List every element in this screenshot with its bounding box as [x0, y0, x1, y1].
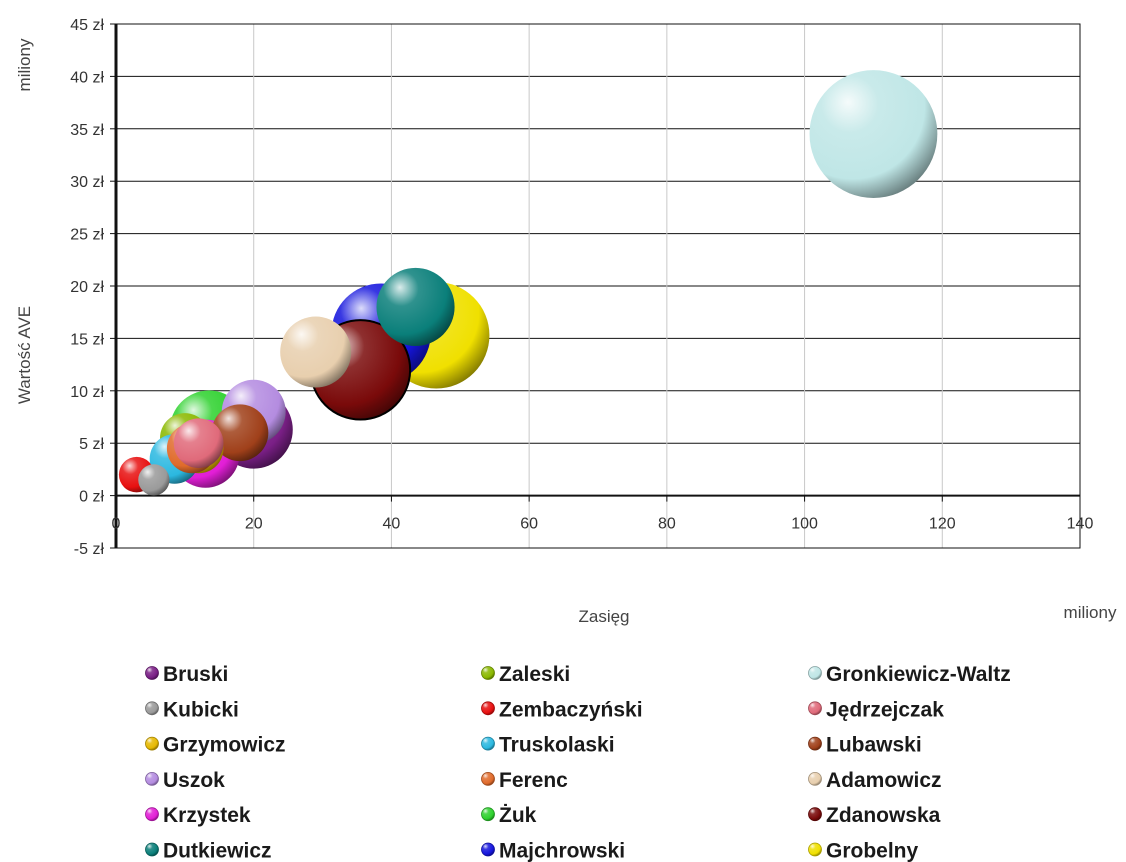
legend: Bruski Kubicki Grzymowicz Uszok Krzystek Dutk…: [145, 663, 1011, 862]
y-tick-label: 15 zł: [70, 331, 104, 348]
legend-label: Grobelny: [826, 840, 919, 862]
legend-label: Zdanowska: [826, 804, 941, 827]
bubble-dutkiewicz: [376, 267, 455, 347]
bubble-lubawski: [211, 404, 269, 462]
legend-marker: [145, 807, 159, 822]
legend-marker: [481, 772, 495, 786]
legend-label: Ferenc: [499, 769, 568, 792]
bubble-j-drzejczak: [173, 418, 224, 469]
legend-marker: [145, 772, 159, 786]
y-axis-title: Wartość AVE: [15, 306, 34, 404]
y-tick-label: 30 zł: [70, 174, 104, 191]
legend-label: Grzymowicz: [163, 734, 286, 757]
y-tick-label: 20 zł: [70, 279, 104, 296]
x-tick-label: 140: [1067, 516, 1094, 533]
legend-marker: [808, 666, 822, 680]
legend-marker: [481, 736, 495, 751]
legend-label: Uszok: [163, 769, 225, 792]
x-axis-title: Zasięg: [578, 607, 629, 626]
legend-marker: [481, 807, 495, 822]
legend-marker: [481, 701, 495, 716]
legend-label: Dutkiewicz: [163, 840, 272, 862]
y-tick-label: -5 zł: [74, 541, 105, 558]
y-tick-label: 10 zł: [70, 384, 104, 401]
x-axis-unit: miliony: [1064, 603, 1117, 622]
legend-marker: [808, 842, 822, 857]
y-tick-label: 0 zł: [79, 489, 104, 506]
legend-label: Adamowicz: [826, 769, 942, 792]
legend-label: Zaleski: [499, 663, 570, 686]
y-tick-label: 25 zł: [70, 227, 104, 244]
bubble-kubicki: [138, 464, 170, 496]
legend-marker: [145, 666, 159, 680]
legend-label: Kubicki: [163, 698, 239, 721]
y-tick-label: 40 zł: [70, 69, 104, 86]
x-tick-label: 20: [245, 516, 263, 533]
axes: [110, 23, 1081, 549]
legend-marker: [808, 772, 822, 786]
x-tick-label: 60: [520, 516, 538, 533]
bubble-gronkiewicz-waltz: [809, 70, 938, 198]
gridlines: [116, 23, 1080, 549]
legend-label: Lubawski: [826, 734, 922, 757]
legend-label: Zembaczyński: [499, 698, 643, 721]
legend-marker: [481, 666, 495, 680]
x-tick-label: 80: [658, 516, 676, 533]
bubble-adamowicz: [280, 316, 352, 388]
legend-marker: [481, 842, 495, 857]
y-axis-unit: miliony: [15, 38, 34, 91]
legend-label: Gronkiewicz-Waltz: [826, 663, 1011, 686]
x-tick-label: 120: [929, 516, 956, 533]
legend-label: Truskolaski: [499, 734, 615, 757]
y-tick-label: 45 zł: [70, 17, 104, 34]
legend-marker: [808, 736, 822, 751]
legend-label: Krzystek: [163, 804, 251, 827]
x-tick-label: 100: [791, 516, 818, 533]
x-tick-label: 40: [383, 516, 401, 533]
legend-label: Majchrowski: [499, 840, 625, 862]
legend-marker: [808, 701, 822, 716]
legend-label: Bruski: [163, 663, 228, 686]
bubbles: [118, 70, 938, 496]
legend-marker: [145, 842, 159, 857]
x-tick-labels: 0 20 40 60 80 100 120 140: [112, 516, 1094, 533]
x-tick-label: 0: [112, 516, 121, 533]
legend-marker: [145, 736, 159, 751]
legend-label: Jędrzejczak: [826, 698, 944, 721]
legend-marker: [808, 807, 822, 822]
y-tick-label: 5 zł: [79, 436, 104, 453]
legend-label: Żuk: [499, 804, 537, 827]
y-tick-labels: -5 zł 0 zł 5 zł 10 zł 15 zł 20 zł 25 zł 30 zł 35…: [70, 17, 104, 558]
legend-marker: [145, 701, 159, 716]
y-tick-label: 35 zł: [70, 122, 104, 139]
